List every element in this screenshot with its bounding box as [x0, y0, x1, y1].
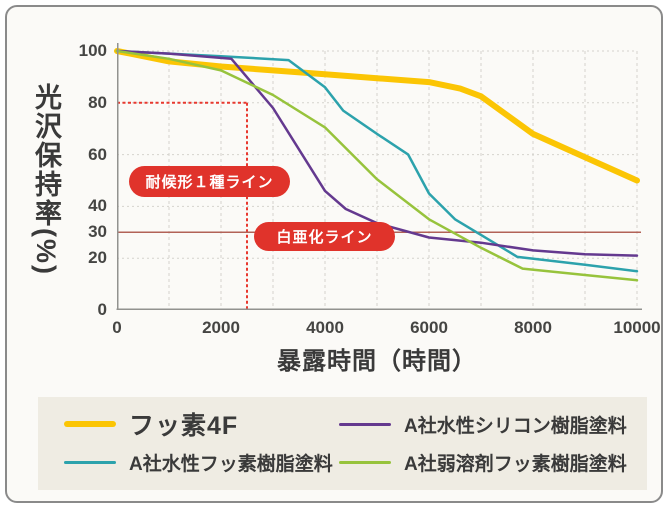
line-chart-plot	[114, 43, 642, 310]
legend-swatch	[64, 421, 116, 428]
x-tick-label: 0	[112, 318, 122, 337]
legend-label: A社水性フッ素樹脂塗料	[129, 454, 333, 476]
legend-label: A社弱溶剤フッ素樹脂塗料	[404, 454, 627, 476]
legend-label: A社水性シリコン樹脂塗料	[404, 415, 627, 437]
chart-legend: フッ素4F A社水性フッ素樹脂塗料 A社水性シリコン樹脂塗料 A社弱溶剤フッ素樹脂塗料	[38, 397, 647, 490]
y-tick-label: 60	[88, 144, 107, 164]
legend-item: A社水性シリコン樹脂塗料	[339, 411, 647, 438]
y-tick-label: 80	[88, 92, 107, 112]
x-tick-label: 10000	[613, 318, 661, 337]
x-tick-label: 6000	[410, 318, 448, 337]
y-tick-label: 100	[78, 41, 107, 60]
series-line	[115, 49, 639, 273]
series-line	[115, 49, 639, 257]
series-line	[114, 48, 640, 184]
chart-card: 光沢保持率(%) 100 80 60 40 30 20 0 0 2000 4000 6000 800…	[5, 5, 663, 503]
legend-item: A社水性フッ素樹脂塗料	[64, 449, 339, 476]
legend-swatch	[339, 461, 391, 465]
legend-swatch	[64, 461, 116, 465]
x-axis-ticks: 0 2000 4000 6000 8000 10000	[7, 318, 668, 340]
legend-swatch	[339, 422, 391, 426]
legend-item: A社弱溶剤フッ素樹脂塗料	[339, 449, 647, 476]
weather-resistance-type1-badge: 耐候形１種ライン	[129, 166, 290, 197]
legend-label: フッ素4F	[129, 412, 239, 441]
x-axis-title: 暴露時間（時間）	[277, 348, 477, 375]
y-tick-label: 0	[97, 300, 107, 319]
x-tick-label: 2000	[202, 318, 240, 337]
y-tick-label: 20	[88, 248, 107, 268]
y-axis-title: 光沢保持率(%)	[31, 83, 61, 276]
x-tick-label: 8000	[514, 318, 552, 337]
y-tick-label: 40	[88, 196, 107, 216]
series-line	[115, 49, 639, 282]
x-tick-label: 4000	[306, 318, 344, 337]
legend-item: フッ素4F	[64, 406, 339, 442]
y-axis-ticks: 100 80 60 40 30 20 0	[63, 7, 107, 347]
y-tick-label: 30	[88, 222, 107, 242]
chalking-line-badge: 白亜化ライン	[254, 222, 395, 251]
